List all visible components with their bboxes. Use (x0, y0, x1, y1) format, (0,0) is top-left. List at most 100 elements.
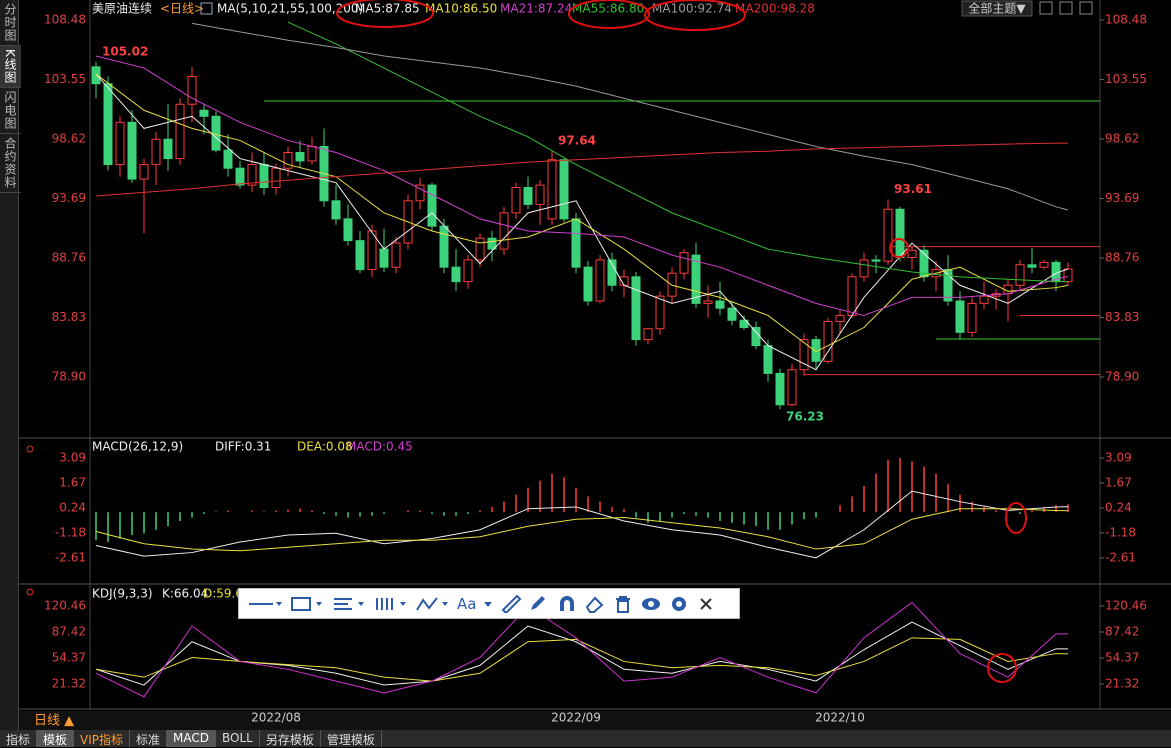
candle-body (535, 184, 545, 205)
legend-entry: MA100:92.74 (652, 2, 732, 16)
y-tick-label: 1.67 (59, 475, 86, 489)
legend-entry: MACD:0.45 (346, 440, 413, 454)
tab[interactable]: MACD (167, 730, 217, 747)
indicator-line (95, 637, 1069, 682)
y-tick-label: 103.55 (44, 72, 86, 86)
settings-tool[interactable] (668, 595, 690, 613)
sidebar-tab[interactable]: K线图 (0, 46, 21, 88)
theme-button-label[interactable]: 全部主题▼ (968, 1, 1026, 16)
candle-body (967, 302, 977, 333)
candle-body (823, 320, 833, 362)
candle-body (763, 345, 773, 374)
dropdown[interactable] (482, 596, 494, 612)
y-tick-label: 88.76 (1105, 251, 1139, 265)
close-button[interactable] (696, 595, 716, 613)
sidebar-tab[interactable]: 分时图 (0, 0, 21, 46)
candle-body (127, 121, 137, 180)
icon[interactable] (200, 2, 213, 15)
y-tick-label: 103.55 (1105, 72, 1147, 86)
candle-body (655, 295, 665, 330)
text-tool[interactable]: Aa (457, 594, 477, 613)
candle-body (751, 327, 761, 347)
rect-tool[interactable] (289, 596, 325, 612)
indicator-line (95, 490, 1069, 559)
y-tick-label: 108.48 (1105, 13, 1147, 27)
indicator-line (95, 142, 1068, 197)
y-tick-label: 83.83 (1105, 310, 1139, 324)
icon[interactable] (1039, 1, 1053, 15)
y-tick-label: 98.62 (1105, 132, 1139, 146)
candle-body (811, 339, 821, 362)
period: <日线> (160, 2, 204, 16)
candle-body (955, 300, 965, 333)
eraser-tool[interactable] (584, 595, 606, 613)
candle-body (691, 254, 701, 304)
pen-tool[interactable] (528, 595, 550, 613)
icon[interactable] (26, 588, 34, 596)
indicator-line (95, 73, 1069, 371)
candle-body (871, 259, 881, 262)
candle-body (883, 208, 893, 262)
fib-tool[interactable] (331, 596, 367, 612)
tab[interactable]: BOLL (216, 730, 260, 747)
y-tick-label: 87.42 (1105, 624, 1139, 638)
indicator-line (287, 21, 1068, 283)
icon[interactable] (1079, 1, 1093, 15)
indicator-label: MACD(26,12,9) (92, 440, 183, 454)
candle-body (367, 230, 377, 271)
candle-body (847, 276, 857, 316)
visibility-tool[interactable] (640, 595, 662, 613)
y-tick-label: 108.48 (44, 13, 86, 27)
candle-body (631, 276, 641, 341)
candle-body (979, 295, 989, 304)
icon[interactable] (26, 445, 34, 453)
x-tick-label: 2022/09 (551, 711, 601, 725)
x-tick-label: 2022/10 (815, 711, 865, 725)
candle-body (139, 164, 149, 180)
delete-tool[interactable] (612, 595, 634, 613)
icon[interactable] (1059, 1, 1073, 15)
y-tick-label: 93.69 (52, 191, 86, 205)
candle-body (259, 164, 269, 189)
tab[interactable]: 指标 (0, 730, 38, 747)
line-tool[interactable] (247, 596, 283, 612)
channel-tool[interactable] (373, 596, 409, 612)
sidebar-tab[interactable]: 合约资料 (0, 134, 21, 193)
y-tick-label: 98.62 (52, 132, 86, 146)
candle-body (1039, 261, 1049, 268)
tab[interactable]: VIP指标 (74, 730, 131, 747)
y-tick-label: -1.18 (1105, 525, 1136, 539)
candle-body (151, 138, 161, 166)
period-button[interactable]: 日线 ▲ (34, 714, 74, 729)
candle-body (235, 167, 245, 186)
ruler-tool[interactable] (500, 594, 522, 613)
candle-body (391, 242, 401, 268)
y-tick-label: 0.24 (1105, 501, 1132, 515)
theme-button[interactable] (961, 0, 1033, 17)
magnet-tool[interactable] (556, 595, 578, 613)
tab[interactable]: 管理模板 (321, 730, 382, 747)
candle-body (511, 187, 521, 214)
symbol: 美原油连续 (92, 1, 152, 16)
candle-body (163, 138, 173, 160)
candle-body (175, 103, 185, 160)
y-tick-label: 78.90 (52, 370, 86, 384)
candle-body (355, 240, 365, 271)
sidebar-tab[interactable]: 闪电图 (0, 88, 21, 134)
candle-body (547, 159, 557, 220)
candle-body (895, 208, 905, 259)
pattern-tool[interactable] (415, 596, 451, 612)
tab[interactable]: 另存模板 (260, 730, 321, 747)
indicator-line (95, 73, 1069, 353)
tab[interactable]: 模板 (37, 730, 75, 747)
tab[interactable]: 标准 (130, 730, 168, 747)
y-tick-label: 78.90 (1105, 370, 1139, 384)
indicator-line (95, 55, 1069, 316)
candle-body (835, 314, 845, 322)
legend-entry: DIFF:0.31 (215, 440, 271, 454)
candle-body (799, 339, 809, 371)
indicator-line (191, 22, 1069, 211)
candle-body (727, 307, 737, 321)
candle-body (199, 109, 209, 117)
